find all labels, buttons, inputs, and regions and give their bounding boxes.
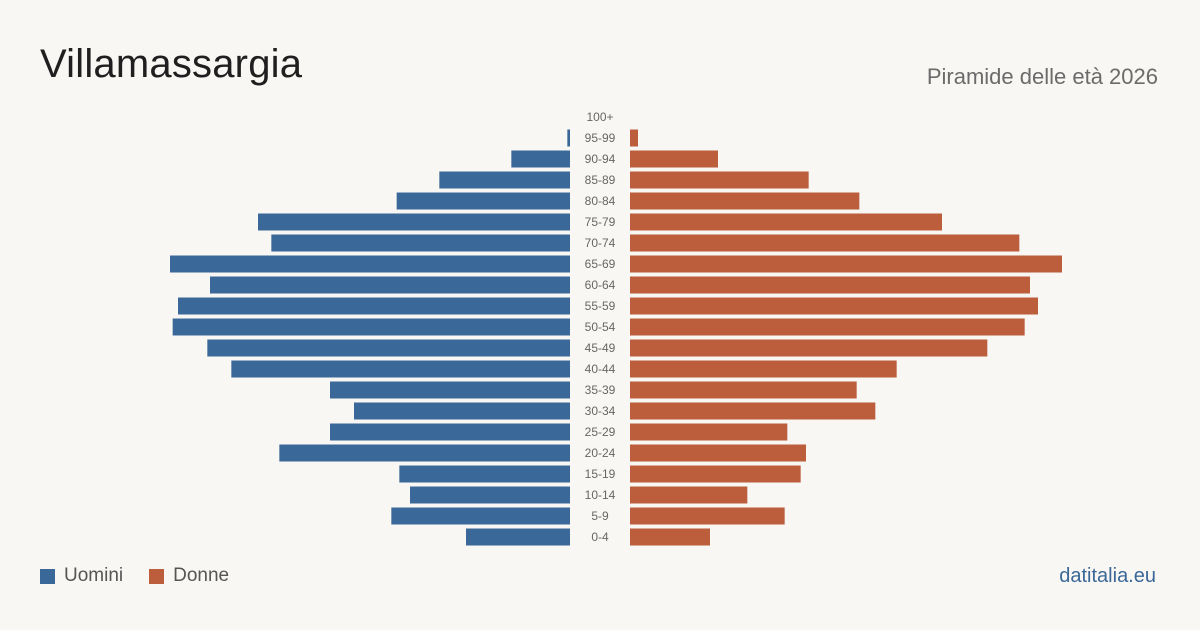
age-label-0-4: 0-4 [591,530,609,544]
chart-title: Villamassargia [40,42,303,86]
bar-female-25-29 [630,423,788,441]
legend-swatch-female [149,568,165,584]
bar-male-40-44 [231,360,571,378]
bar-female-50-54 [630,318,1025,336]
bar-male-60-64 [210,276,570,294]
bar-male-50-54 [172,318,570,336]
legend-label-male: Uomini [64,565,124,586]
age-label-40-44: 40-44 [585,362,616,376]
bar-male-55-59 [178,297,570,315]
bar-female-10-14 [630,486,748,504]
bar-female-55-59 [630,297,1038,315]
age-label-55-59: 55-59 [585,299,616,313]
bar-female-30-34 [630,402,876,420]
age-label-50-54: 50-54 [585,320,616,334]
bar-male-20-24 [279,444,570,462]
legend-item-female: Donne [149,565,229,587]
bar-male-35-39 [330,381,570,399]
age-label-65-69: 65-69 [585,257,616,271]
age-label-20-24: 20-24 [585,446,616,460]
bar-female-40-44 [630,360,897,378]
age-label-30-34: 30-34 [585,404,616,418]
legend: Uomini Donne [40,565,255,587]
age-label-15-19: 15-19 [585,467,616,481]
brand-link[interactable]: datitalia.eu [1059,565,1156,587]
bar-female-90-94 [630,150,718,168]
age-label-45-49: 45-49 [585,341,616,355]
legend-item-male: Uomini [40,565,123,587]
age-label-95-99: 95-99 [585,131,616,145]
age-label-60-64: 60-64 [585,278,616,292]
bar-female-0-4 [630,528,710,546]
bar-male-15-19 [399,465,570,483]
bar-male-5-9 [391,507,570,525]
age-label-90-94: 90-94 [585,152,616,166]
bar-male-65-69 [170,255,570,273]
bar-female-70-74 [630,234,1020,252]
bar-female-95-99 [630,129,638,147]
chart-subtitle: Piramide delle età 2026 [926,64,1158,89]
age-label-70-74: 70-74 [585,236,616,250]
bar-male-90-94 [511,150,570,168]
bar-female-80-84 [630,192,860,210]
age-label-5-9: 5-9 [591,509,609,523]
bar-male-85-89 [439,171,570,189]
bar-male-25-29 [330,423,570,441]
bar-male-70-74 [271,234,570,252]
bar-female-20-24 [630,444,806,462]
age-label-75-79: 75-79 [585,215,616,229]
bar-female-75-79 [630,213,942,231]
bar-male-95-99 [567,129,570,147]
bar-female-35-39 [630,381,857,399]
bar-female-15-19 [630,465,801,483]
bar-female-65-69 [630,255,1062,273]
bar-male-0-4 [466,528,570,546]
bar-female-5-9 [630,507,785,525]
bar-female-45-49 [630,339,988,357]
bar-male-75-79 [258,213,570,231]
bar-male-45-49 [207,339,571,357]
bar-male-80-84 [396,192,570,210]
age-label-10-14: 10-14 [585,488,616,502]
legend-swatch-male [40,568,55,584]
age-label-35-39: 35-39 [585,383,616,397]
age-label-85-89: 85-89 [585,173,616,187]
age-label-25-29: 25-29 [585,425,616,439]
bar-female-60-64 [630,276,1030,294]
age-label-100+: 100+ [586,110,613,124]
bar-female-85-89 [630,171,809,189]
age-label-80-84: 80-84 [585,194,616,208]
bar-male-10-14 [410,486,570,504]
bar-male-30-34 [354,402,570,420]
legend-label-female: Donne [173,565,230,586]
